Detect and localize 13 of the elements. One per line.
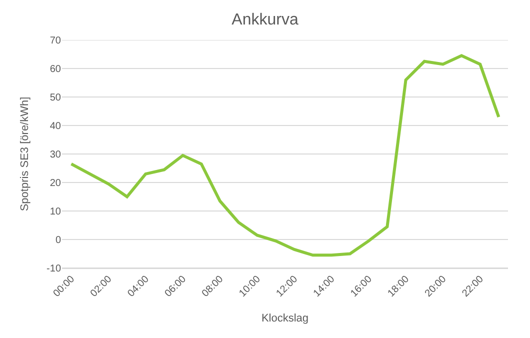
- y-tick-label: 0: [55, 235, 62, 246]
- y-axis-title: Spotpris SE3 [öre/kWh]: [19, 96, 32, 212]
- y-tick-label: 50: [50, 92, 62, 104]
- y-tick-label: -10: [46, 264, 62, 274]
- y-tick-label: 70: [50, 36, 62, 46]
- x-axis-title: Klockslag: [261, 312, 309, 325]
- y-tick-label: 10: [50, 206, 62, 218]
- line-series: [70, 54, 500, 257]
- y-tick-label: 40: [50, 121, 62, 132]
- y-tick-label: 30: [50, 150, 62, 160]
- chart-title: Ankkurva: [232, 12, 298, 29]
- y-tick-label: 60: [50, 64, 62, 75]
- y-tick-label: 20: [50, 178, 62, 189]
